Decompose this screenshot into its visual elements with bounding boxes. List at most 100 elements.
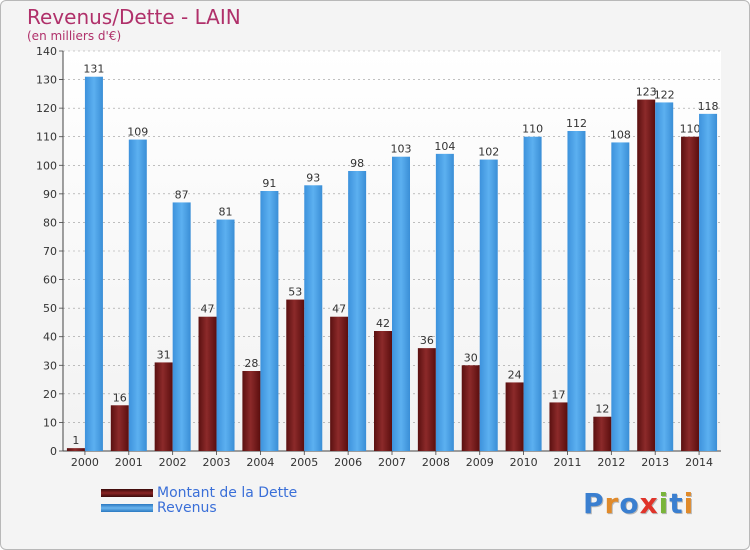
data-label-revenus: 109: [127, 126, 148, 139]
data-label-revenus: 108: [610, 128, 631, 141]
x-tick-label: 2008: [422, 456, 450, 469]
data-label-revenus: 98: [350, 157, 364, 170]
data-label-dette: 31: [157, 348, 171, 361]
data-label-revenus: 118: [698, 100, 719, 113]
data-label-dette: 123: [636, 86, 657, 99]
chart-subtitle: (en milliers d'€): [27, 29, 122, 43]
x-tick-label: 2013: [641, 456, 669, 469]
chart-title: Revenus/Dette - LAIN: [27, 5, 241, 29]
bar-dette: [681, 136, 700, 451]
bar-dette: [374, 331, 392, 451]
y-tick-label: 140: [36, 45, 57, 58]
data-label-dette: 30: [464, 351, 478, 364]
bar-dette: [417, 348, 436, 451]
logo-letter: r: [604, 487, 620, 520]
bar-dette: [637, 99, 656, 452]
x-tick-label: 2009: [466, 456, 494, 469]
y-tick-label: 110: [36, 131, 57, 144]
logo-letter: i: [658, 487, 670, 520]
data-label-revenus: 93: [306, 171, 320, 184]
bar-revenus: [435, 153, 454, 451]
bar-dette: [66, 448, 85, 451]
bar-dette: [461, 365, 480, 451]
data-label-dette: 28: [244, 357, 258, 370]
y-tick-label: 70: [43, 245, 57, 258]
bar-revenus: [392, 156, 410, 451]
data-label-revenus: 102: [478, 146, 499, 159]
x-tick-label: 2014: [685, 456, 713, 469]
bar-dette: [593, 416, 612, 451]
legend-label-dette: Montant de la Dette: [157, 485, 298, 501]
x-tick-label: 2006: [334, 456, 362, 469]
data-label-revenus: 91: [262, 177, 276, 190]
bar-revenus: [84, 76, 103, 451]
data-label-dette: 16: [113, 391, 127, 404]
x-tick-label: 2012: [597, 456, 625, 469]
bar-dette: [505, 382, 524, 451]
y-tick-label: 130: [36, 74, 57, 87]
logo-letter: o: [619, 487, 640, 520]
x-tick-label: 2003: [203, 456, 231, 469]
y-tick-label: 20: [43, 388, 57, 401]
y-tick-label: 30: [43, 359, 57, 372]
logo-letter: t: [669, 487, 684, 520]
legend-swatch-dette: [101, 489, 153, 497]
x-tick-label: 2001: [115, 456, 143, 469]
y-tick-label: 10: [43, 416, 57, 429]
bar-revenus: [611, 142, 630, 451]
y-tick-label: 120: [36, 102, 57, 115]
bar-dette: [549, 402, 568, 451]
bar-dette: [198, 316, 217, 451]
x-tick-label: 2011: [553, 456, 581, 469]
data-label-revenus: 103: [391, 143, 412, 156]
proxiti-logo: Proxiti: [583, 487, 694, 520]
bar-dette: [110, 405, 129, 451]
bar-dette: [154, 362, 173, 451]
data-label-dette: 42: [376, 317, 390, 330]
y-tick-label: 60: [43, 274, 57, 287]
data-label-revenus: 81: [219, 206, 233, 219]
data-label-revenus: 87: [175, 188, 189, 201]
y-tick-label: 40: [43, 331, 57, 344]
data-label-dette: 12: [595, 403, 609, 416]
data-label-revenus: 104: [434, 140, 455, 153]
data-label-dette: 1: [72, 434, 79, 447]
bar-revenus: [699, 113, 718, 451]
data-label-dette: 36: [420, 334, 434, 347]
y-tick-label: 50: [43, 302, 57, 315]
data-label-revenus: 110: [522, 123, 543, 136]
data-label-revenus: 122: [654, 88, 675, 101]
logo-letter: i: [683, 487, 695, 520]
data-label-dette: 17: [551, 388, 565, 401]
bar-dette: [286, 299, 305, 451]
x-tick-label: 2002: [159, 456, 187, 469]
bar-dette: [242, 371, 261, 451]
bar-revenus: [523, 136, 542, 451]
data-label-revenus: 112: [566, 117, 587, 130]
bar-revenus: [479, 159, 498, 452]
x-tick-label: 2007: [378, 456, 406, 469]
bar-revenus: [128, 139, 147, 452]
y-tick-label: 90: [43, 188, 57, 201]
legend-label-revenus: Revenus: [157, 500, 217, 516]
data-label-dette: 47: [332, 303, 346, 316]
x-tick-label: 2000: [71, 456, 99, 469]
bar-revenus: [260, 191, 279, 451]
data-label-revenus: 131: [83, 63, 104, 76]
legend-swatch-revenus: [101, 504, 153, 512]
data-label-dette: 110: [680, 123, 701, 136]
bar-revenus: [216, 219, 235, 451]
x-tick-label: 2005: [290, 456, 318, 469]
y-tick-label: 80: [43, 216, 57, 229]
x-tick-label: 2004: [246, 456, 274, 469]
bar-revenus: [348, 171, 367, 451]
bar-revenus: [304, 185, 323, 452]
x-tick-label: 2010: [510, 456, 538, 469]
bar-revenus: [567, 131, 586, 451]
y-tick-label: 0: [50, 445, 57, 458]
bar-dette: [330, 316, 349, 451]
data-label-dette: 47: [201, 303, 215, 316]
logo-letter: x: [639, 487, 659, 520]
